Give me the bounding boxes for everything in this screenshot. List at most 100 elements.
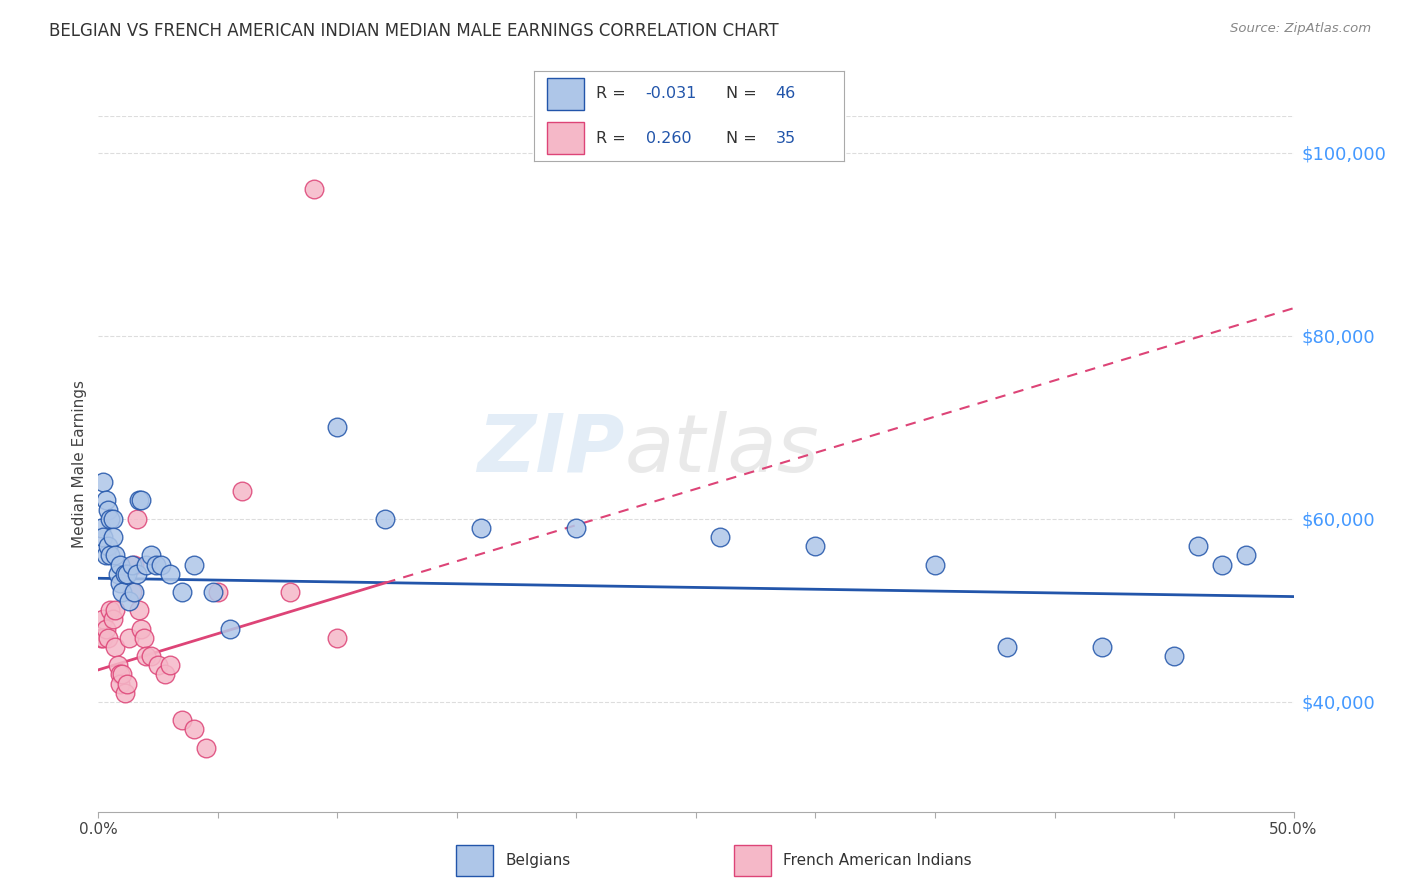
Point xyxy=(111,667,134,681)
Point xyxy=(91,475,114,490)
Text: BELGIAN VS FRENCH AMERICAN INDIAN MEDIAN MALE EARNINGS CORRELATION CHART: BELGIAN VS FRENCH AMERICAN INDIAN MEDIAN… xyxy=(49,22,779,40)
Point xyxy=(565,521,588,535)
Point xyxy=(91,530,114,544)
Point xyxy=(104,603,127,617)
Point xyxy=(104,549,127,563)
Point xyxy=(108,575,131,590)
Point xyxy=(125,512,148,526)
Text: -0.031: -0.031 xyxy=(645,87,697,101)
Point xyxy=(1234,549,1257,563)
Point xyxy=(101,612,124,626)
FancyBboxPatch shape xyxy=(734,846,770,876)
Point xyxy=(121,585,143,599)
Point xyxy=(1187,539,1209,553)
Text: N =: N = xyxy=(725,87,762,101)
Point xyxy=(202,585,225,599)
Point xyxy=(145,558,167,572)
Point xyxy=(108,676,131,690)
Point xyxy=(326,420,349,434)
Point xyxy=(118,594,141,608)
Point xyxy=(172,585,194,599)
Text: R =: R = xyxy=(596,87,631,101)
Point xyxy=(709,530,731,544)
Point xyxy=(94,622,117,636)
Point xyxy=(131,622,153,636)
Y-axis label: Median Male Earnings: Median Male Earnings xyxy=(72,380,87,548)
FancyBboxPatch shape xyxy=(547,122,583,154)
FancyBboxPatch shape xyxy=(547,78,583,110)
Point xyxy=(1211,558,1233,572)
Point xyxy=(128,493,150,508)
Point xyxy=(231,484,253,499)
Point xyxy=(159,658,181,673)
FancyBboxPatch shape xyxy=(456,846,492,876)
Point xyxy=(124,558,146,572)
Point xyxy=(470,521,492,535)
Point xyxy=(1091,640,1114,654)
Point xyxy=(101,512,124,526)
Point xyxy=(219,622,242,636)
Point xyxy=(183,558,205,572)
Point xyxy=(148,658,170,673)
Text: French American Indians: French American Indians xyxy=(783,854,972,868)
Point xyxy=(194,740,218,755)
Point xyxy=(207,585,229,599)
Point xyxy=(98,549,122,563)
Point xyxy=(155,667,177,681)
Point xyxy=(90,631,112,645)
Point xyxy=(132,631,155,645)
Point xyxy=(804,539,827,553)
Point xyxy=(107,566,129,581)
Point xyxy=(91,612,114,626)
Point xyxy=(172,713,194,727)
Point xyxy=(924,558,946,572)
Point xyxy=(104,640,127,654)
Point xyxy=(135,649,157,664)
Point xyxy=(114,566,136,581)
Point xyxy=(111,585,134,599)
Point xyxy=(302,182,325,196)
Point xyxy=(135,558,157,572)
Point xyxy=(97,539,120,553)
Point xyxy=(995,640,1018,654)
Point xyxy=(128,603,150,617)
Point xyxy=(91,631,114,645)
Text: N =: N = xyxy=(725,131,762,145)
Point xyxy=(149,558,172,572)
Text: Belgians: Belgians xyxy=(505,854,571,868)
Point xyxy=(107,658,129,673)
Point xyxy=(326,631,349,645)
Point xyxy=(94,549,117,563)
Point xyxy=(131,493,153,508)
Point xyxy=(124,585,146,599)
Point xyxy=(97,502,120,516)
Point xyxy=(98,512,122,526)
Text: ZIP: ZIP xyxy=(477,411,624,489)
Point xyxy=(121,558,143,572)
Point xyxy=(115,676,138,690)
Text: 0.260: 0.260 xyxy=(645,131,692,145)
Text: R =: R = xyxy=(596,131,631,145)
Point xyxy=(125,566,148,581)
Point xyxy=(278,585,301,599)
Point xyxy=(97,631,120,645)
Point xyxy=(114,686,136,700)
Text: atlas: atlas xyxy=(624,411,820,489)
Point xyxy=(98,603,122,617)
Point xyxy=(139,549,162,563)
Point xyxy=(115,566,138,581)
Point xyxy=(183,723,205,737)
Text: Source: ZipAtlas.com: Source: ZipAtlas.com xyxy=(1230,22,1371,36)
Point xyxy=(108,558,131,572)
Point xyxy=(118,631,141,645)
Point xyxy=(108,667,131,681)
Point xyxy=(94,493,117,508)
Point xyxy=(374,512,396,526)
Text: 35: 35 xyxy=(776,131,796,145)
Point xyxy=(159,566,181,581)
Point xyxy=(101,530,124,544)
Point xyxy=(1163,649,1185,664)
Point xyxy=(90,521,112,535)
Text: 46: 46 xyxy=(776,87,796,101)
Point xyxy=(139,649,162,664)
